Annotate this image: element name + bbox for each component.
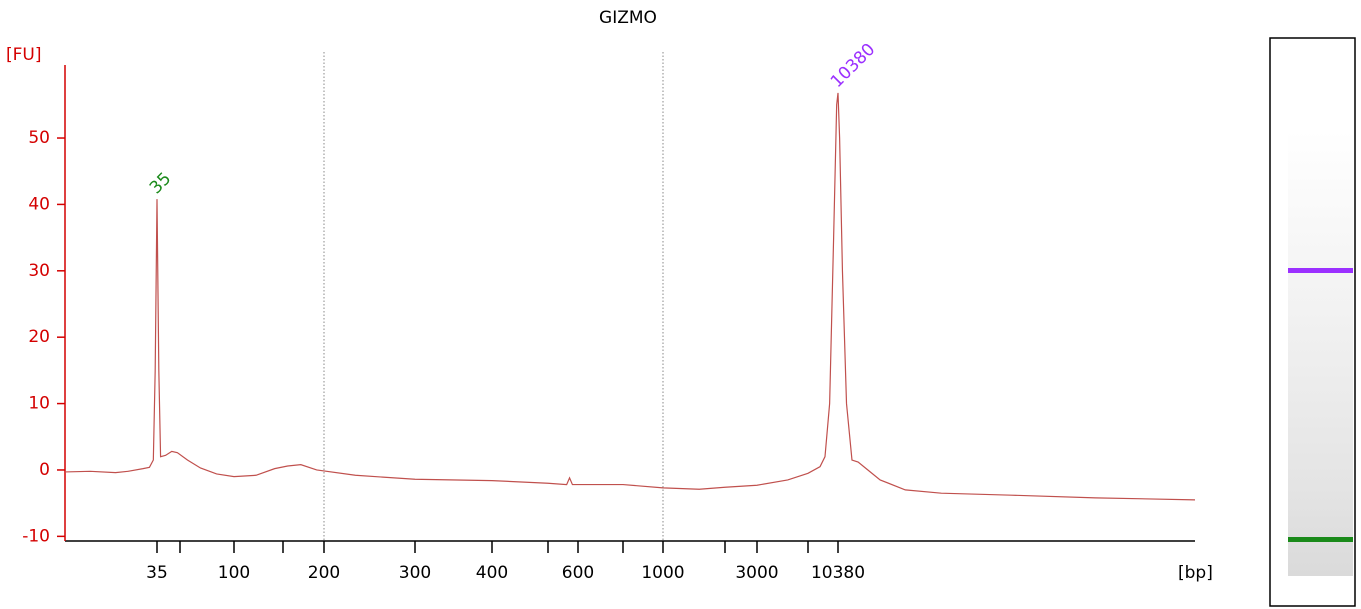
x-tick-label: 600 (562, 563, 594, 583)
gel-lane (1288, 130, 1353, 576)
peak-label: 10380 (827, 40, 879, 92)
chart-title: GIZMO (599, 8, 657, 28)
y-axis-label: [FU] (6, 45, 42, 65)
gel-band (1288, 537, 1353, 542)
x-tick-label: 10380 (811, 563, 865, 583)
peak-label: 35 (146, 169, 175, 198)
x-tick-label: 200 (308, 563, 340, 583)
y-tick-label: 20 (28, 327, 50, 347)
x-tick-label: 3000 (735, 563, 778, 583)
y-tick-label: 10 (28, 394, 50, 414)
y-tick-label: -10 (22, 526, 50, 546)
x-tick-label: 400 (476, 563, 508, 583)
trace (64, 92, 1196, 501)
y-tick-label: 50 (28, 128, 50, 148)
gel-band (1288, 268, 1353, 273)
y-tick-label: 40 (28, 194, 50, 214)
x-tick-label: 1000 (641, 563, 684, 583)
y-tick-label: 0 (39, 460, 50, 480)
y-tick-label: 30 (28, 261, 50, 281)
x-tick-label: 35 (146, 563, 168, 583)
x-tick-label: 300 (399, 563, 431, 583)
x-axis-label: [bp] (1178, 563, 1213, 583)
x-tick-label: 100 (218, 563, 250, 583)
